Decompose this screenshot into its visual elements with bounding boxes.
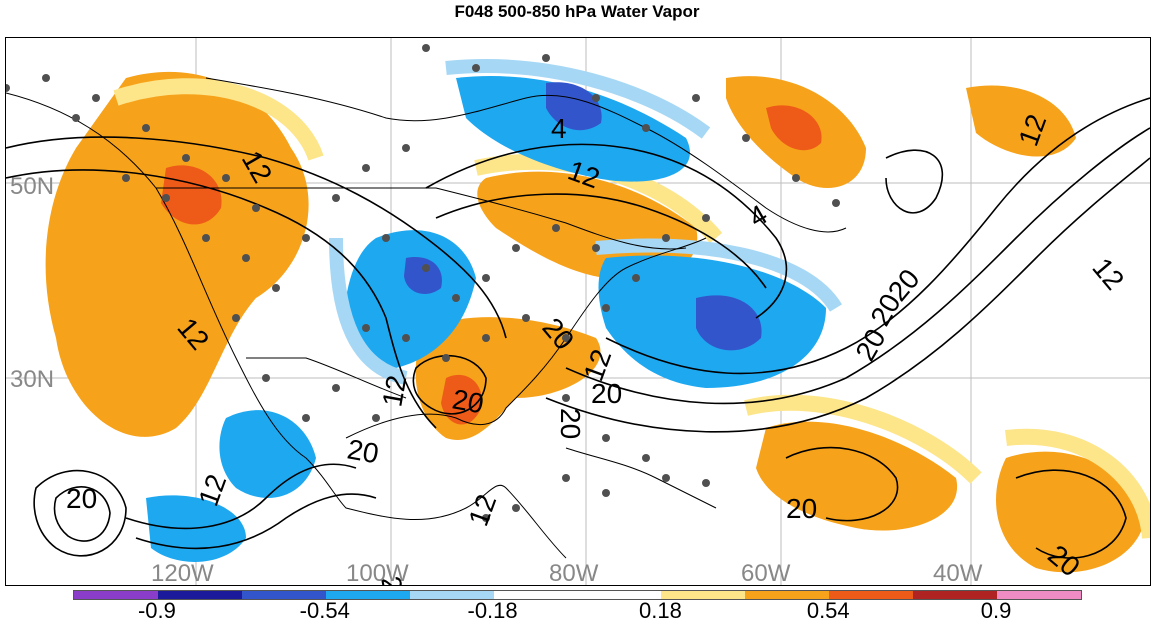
- colorbar-labels: -0.9 -0.54 -0.18 0.18 0.54 0.9: [0, 598, 1154, 623]
- contour-label: 20: [786, 493, 817, 524]
- border-us-mexico: [246, 357, 407, 399]
- anomaly-red-gulf: [441, 374, 482, 425]
- colorbar-tick-label: -0.9: [137, 598, 176, 623]
- contour-label: 20: [849, 324, 891, 366]
- colorbar-tick-label: 0.9: [980, 598, 1012, 623]
- water-vapor-map: 12 12 12 4 12 4 12 20 20 12 12 20 20 20 …: [6, 38, 1150, 585]
- lat-label-30n: 30N: [10, 366, 54, 393]
- lon-label-80w: 80W: [549, 560, 599, 585]
- contour-label: 12: [1086, 252, 1130, 296]
- anomaly-orange-ohio: [477, 171, 698, 281]
- contour-label: 20: [66, 483, 97, 514]
- colorbar-segment: [157, 591, 242, 599]
- contour-label: 20: [450, 383, 486, 419]
- colorbar-segment: [241, 591, 326, 599]
- contour-label: 20: [555, 408, 586, 439]
- colorbar-segment: [325, 591, 410, 599]
- positive-anomaly-fields: [45, 71, 1150, 573]
- coastline-caribbean: [565, 447, 717, 509]
- colorbar-segment: [74, 591, 158, 599]
- coastline-gulf: [345, 237, 707, 439]
- contour-label: 12: [376, 373, 412, 409]
- anomaly-blue-plains: [343, 230, 476, 368]
- colorbar-segment: [997, 591, 1082, 599]
- colorbar-segment: [913, 591, 998, 599]
- contour-label: 4: [551, 113, 567, 144]
- anomaly-darkblue-plains: [404, 257, 442, 295]
- colorbar-tick-label: -0.54: [299, 598, 350, 623]
- axis-labels: 50N 30N 120W 100W 80W 60W 40W: [10, 173, 983, 585]
- contour-label: 12: [463, 490, 503, 530]
- coastlines-and-borders: [6, 77, 847, 559]
- border-us-canada: [156, 187, 687, 250]
- lon-label-120w: 120W: [151, 560, 214, 585]
- anomaly-orange-greenland: [966, 85, 1076, 157]
- contour-label: 20: [591, 378, 622, 409]
- station-points: [6, 44, 840, 522]
- map-title: F048 500-850 hPa Water Vapor: [454, 2, 700, 21]
- anomaly-orange-east: [996, 451, 1146, 573]
- colorbar-segment: [829, 591, 914, 599]
- colorbar-tick-label: -0.18: [467, 598, 518, 623]
- contour-label: 20: [345, 433, 381, 469]
- negative-anomaly-fields: [146, 59, 842, 562]
- coastline-north-america: [6, 92, 567, 559]
- colorbar-tick-label: 0.54: [806, 598, 850, 623]
- anomaly-orange-west: [45, 71, 309, 437]
- lat-label-50n: 50N: [10, 173, 54, 200]
- anomaly-darkblue-hudson: [546, 82, 602, 131]
- anomaly-blue-mexico: [219, 410, 316, 498]
- lon-label-40w: 40W: [933, 560, 983, 585]
- contour-label: 20: [375, 574, 411, 585]
- contour-lines: [6, 97, 1150, 559]
- colorbar-tick-label: 0.18: [638, 598, 682, 623]
- colorbar-segment: [745, 591, 830, 599]
- colorbar-segment: [661, 591, 746, 599]
- colorbar: [73, 590, 1082, 600]
- colorbar-segment: [409, 591, 494, 599]
- lon-label-60w: 60W: [741, 560, 791, 585]
- colorbar-segment: [577, 591, 662, 599]
- anomaly-orange-atlantic: [756, 421, 958, 531]
- lon-label-100w: 100W: [346, 560, 409, 585]
- anomaly-darkblue-atlantic: [696, 295, 762, 351]
- coastline-canada: [205, 77, 847, 233]
- anomaly-red-labrador: [766, 105, 822, 151]
- colorbar-segment: [493, 591, 578, 599]
- map-panel: 12 12 12 4 12 4 12 20 20 12 12 20 20 20 …: [5, 37, 1151, 586]
